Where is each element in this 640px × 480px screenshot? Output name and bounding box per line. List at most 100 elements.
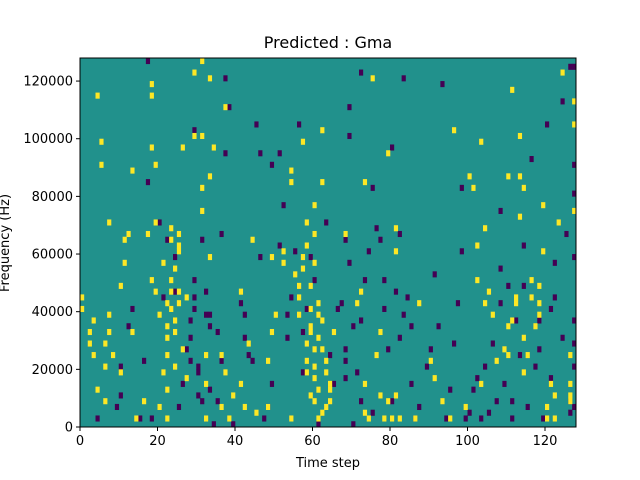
high-cell — [118, 282, 123, 289]
high-cell — [320, 317, 325, 324]
low-cell — [219, 357, 224, 364]
low-cell — [409, 380, 414, 387]
high-cell — [312, 346, 317, 353]
high-cell — [517, 173, 523, 180]
heatmap-background — [80, 58, 576, 427]
low-cell — [347, 104, 352, 111]
high-cell — [552, 392, 557, 399]
low-cell — [537, 317, 542, 324]
low-cell — [428, 346, 433, 353]
high-cell — [161, 259, 166, 266]
high-cell — [502, 346, 507, 353]
low-cell — [347, 259, 352, 266]
high-cell — [266, 357, 271, 364]
low-cell — [300, 369, 306, 376]
high-cell — [192, 132, 197, 140]
low-cell — [161, 294, 166, 301]
low-cell — [572, 254, 577, 261]
low-cell — [521, 282, 526, 289]
low-cell — [192, 294, 197, 301]
y-tick-label: 80000 — [32, 190, 73, 205]
high-cell — [471, 184, 476, 191]
high-cell — [269, 254, 275, 261]
high-cell — [91, 352, 96, 359]
low-cell — [359, 317, 364, 324]
high-cell — [169, 277, 174, 284]
high-cell — [308, 328, 313, 336]
high-cell — [328, 398, 333, 405]
x-tick-label: 60 — [304, 434, 321, 449]
high-cell — [281, 248, 286, 255]
high-cell — [184, 294, 189, 301]
high-cell — [556, 219, 561, 226]
high-cell — [169, 225, 174, 232]
low-cell — [572, 190, 577, 197]
low-cell — [165, 236, 170, 243]
high-cell — [572, 121, 577, 128]
high-cell — [161, 369, 166, 376]
low-cell — [510, 415, 515, 422]
low-cell — [552, 259, 557, 266]
low-cell — [223, 150, 228, 157]
high-cell — [521, 334, 526, 341]
low-cell — [126, 323, 131, 330]
high-cell — [289, 415, 294, 422]
high-cell — [510, 86, 515, 93]
low-cell — [246, 352, 251, 359]
low-cell — [173, 288, 178, 295]
high-cell — [362, 380, 368, 387]
high-cell — [231, 392, 236, 399]
high-cell — [343, 230, 348, 238]
x-tick-label: 100 — [455, 434, 480, 449]
low-cell — [424, 363, 430, 370]
high-cell — [514, 300, 519, 307]
low-cell — [417, 403, 422, 411]
low-cell — [568, 409, 573, 416]
high-cell — [312, 375, 317, 382]
low-cell — [242, 311, 247, 318]
high-cell — [331, 328, 337, 336]
high-cell — [80, 294, 85, 301]
low-cell — [258, 150, 263, 157]
low-cell — [448, 386, 453, 393]
x-tick-label: 0 — [76, 434, 84, 449]
low-cell — [463, 415, 468, 422]
low-cell — [343, 375, 348, 382]
high-cell — [223, 104, 228, 111]
low-cell — [405, 294, 410, 301]
low-cell — [572, 317, 577, 324]
high-cell — [289, 167, 294, 174]
high-cell — [165, 415, 170, 422]
low-cell — [572, 403, 577, 411]
high-cell — [176, 242, 182, 249]
low-cell — [351, 421, 356, 428]
high-cell — [103, 398, 108, 405]
high-cell — [545, 403, 550, 411]
high-cell — [176, 248, 182, 255]
high-cell — [568, 392, 573, 399]
low-cell — [293, 248, 298, 255]
high-cell — [165, 323, 170, 330]
high-cell — [145, 230, 151, 238]
high-cell — [568, 352, 573, 359]
high-cell — [200, 58, 205, 65]
low-cell — [479, 415, 484, 422]
low-cell — [537, 346, 542, 353]
high-cell — [153, 161, 158, 168]
low-cell — [436, 323, 441, 330]
high-cell — [355, 300, 360, 307]
high-cell — [103, 340, 108, 347]
high-cell — [374, 352, 379, 359]
high-cell — [227, 415, 232, 422]
high-cell — [91, 317, 96, 324]
high-cell — [95, 386, 100, 393]
high-cell — [297, 311, 302, 318]
high-cell — [417, 300, 422, 307]
high-cell — [483, 225, 488, 232]
high-cell — [111, 352, 116, 359]
high-cell — [362, 409, 368, 416]
low-cell — [207, 323, 213, 330]
low-cell — [390, 398, 395, 405]
high-cell — [479, 380, 484, 387]
high-cell — [130, 328, 135, 336]
